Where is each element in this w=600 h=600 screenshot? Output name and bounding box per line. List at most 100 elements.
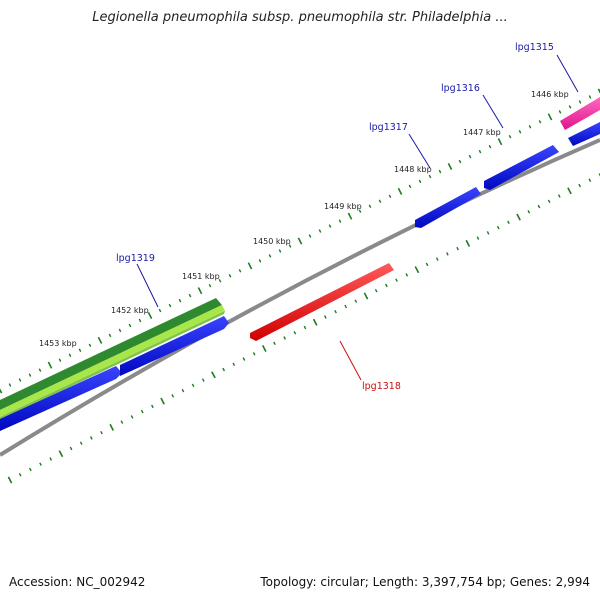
inner-tick <box>28 467 32 472</box>
outer-tick <box>0 388 3 394</box>
inner-tick <box>222 367 226 372</box>
outer-tick <box>547 113 553 121</box>
inner-tick <box>456 246 459 251</box>
outer-tick <box>188 293 192 298</box>
inner-tick <box>69 446 73 451</box>
inner-tick <box>384 283 388 288</box>
inner-tick <box>303 325 307 330</box>
outer-tick <box>38 368 42 372</box>
outer-tick <box>397 187 403 195</box>
inner-tick <box>79 441 83 445</box>
outer-tick <box>178 298 182 303</box>
ruler-label-1450: 1450 kbp <box>253 237 291 246</box>
inner-tick <box>334 309 337 314</box>
ruler-label-1448: 1448 kbp <box>394 165 432 174</box>
outer-tick <box>268 254 272 258</box>
outer-tick <box>138 318 142 323</box>
outer-tick <box>58 358 62 362</box>
outer-tick <box>68 353 72 358</box>
gene-label-lpg1317[interactable]: lpg1317 <box>369 122 408 133</box>
gene-lpg1317[interactable] <box>415 187 481 228</box>
outer-tick <box>528 124 532 129</box>
outer-tick-marks <box>0 88 600 394</box>
inner-tick <box>100 430 103 435</box>
inner-tick <box>476 236 480 240</box>
outer-tick <box>318 229 322 233</box>
inner-tick <box>130 415 134 419</box>
inner-tick <box>363 292 369 300</box>
inner-tick <box>151 404 154 409</box>
inner-tick <box>567 187 572 195</box>
ruler-label-1452: 1452 kbp <box>111 306 149 315</box>
outer-tick <box>108 333 112 338</box>
gene-blue-left-1[interactable] <box>0 366 122 431</box>
gene-blue-right[interactable] <box>568 122 600 146</box>
gene-lpg1319[interactable] <box>0 298 225 420</box>
outer-tick <box>18 378 22 382</box>
inner-tick <box>344 304 348 309</box>
outer-tick <box>447 163 453 170</box>
inner-tick <box>140 409 144 414</box>
outer-tick <box>478 149 482 154</box>
ruler-label-1449: 1449 kbp <box>324 202 362 211</box>
gene-label-lpg1319[interactable]: lpg1319 <box>116 253 155 264</box>
inner-tick <box>261 345 267 352</box>
outer-tick <box>278 249 282 253</box>
accession-text: Accession: NC_002942 <box>9 575 146 589</box>
gene-lpg1318[interactable] <box>250 263 394 341</box>
gene-label-lpg1318[interactable]: lpg1318 <box>362 381 401 392</box>
inner-tick <box>109 423 115 431</box>
inner-tick <box>496 225 500 230</box>
leader-lpg1316 <box>482 94 504 129</box>
outer-tick <box>368 204 372 209</box>
inner-tick <box>537 204 541 209</box>
inner-tick <box>273 341 276 346</box>
map-title: Legionella pneumophila subsp. pneumophil… <box>92 10 508 25</box>
leader-lpg1317 <box>408 133 431 169</box>
inner-tick <box>242 357 246 361</box>
inner-tick <box>211 371 216 379</box>
outer-tick <box>508 134 512 139</box>
ruler-label-1453: 1453 kbp <box>39 339 77 348</box>
ruler-label-1447: 1447 kbp <box>463 128 501 137</box>
inner-tick <box>425 262 429 267</box>
gene-label-lpg1315[interactable]: lpg1315 <box>515 42 554 53</box>
outer-tick <box>418 179 422 184</box>
outer-tick <box>197 287 203 295</box>
leader-lpg1315 <box>556 54 579 93</box>
outer-tick <box>438 169 442 174</box>
inner-tick <box>405 273 409 277</box>
outer-tick <box>578 100 582 104</box>
gene-lpg1316[interactable] <box>484 145 559 190</box>
inner-tick <box>120 420 124 424</box>
outer-tick <box>538 120 542 124</box>
outer-tick <box>128 323 132 328</box>
inner-tick <box>232 362 236 367</box>
inner-tick <box>160 397 165 405</box>
outer-tick <box>88 343 92 348</box>
inner-tick <box>312 318 318 326</box>
gene-blue-left-2[interactable] <box>120 316 229 376</box>
inner-tick <box>557 194 561 198</box>
inner-tick <box>446 252 449 256</box>
gene-lpg1315[interactable] <box>560 97 600 130</box>
gene-label-lpg1316[interactable]: lpg1316 <box>441 83 480 94</box>
outer-tick <box>97 336 103 344</box>
outer-tick <box>408 184 412 189</box>
outer-tick <box>588 95 592 99</box>
outer-tick <box>118 328 122 333</box>
inner-tick <box>435 257 439 261</box>
outer-tick <box>228 273 232 278</box>
outer-tick <box>428 174 432 179</box>
outer-tick <box>338 219 342 223</box>
outer-tick <box>308 234 312 238</box>
outer-tick <box>488 144 492 149</box>
inner-tick <box>588 178 592 183</box>
inner-tick <box>89 436 93 440</box>
outer-tick <box>8 383 12 387</box>
inner-tick <box>252 352 256 356</box>
inner-tick <box>578 183 582 188</box>
inner-tick <box>547 199 551 204</box>
topology-summary: Topology: circular; Length: 3,397,754 bp… <box>260 575 590 589</box>
